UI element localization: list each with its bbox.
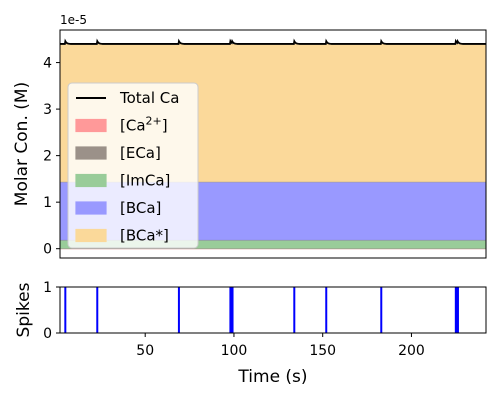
legend-swatch [76,120,106,132]
bottom-plot-frame [60,287,486,333]
bottom-y-tick-label: 1 [43,280,52,296]
legend-label-total-ca: Total Ca [119,89,179,107]
legend: Total Ca[Ca2+][ECa][ImCa][BCa][BCa*] [68,83,198,248]
area-layer-2 [60,249,486,250]
total-ca-series [60,41,486,44]
top-y-ticks: 0 1 2 3 4 [43,56,60,258]
top-y-tick-label: 2 [43,149,52,165]
top-y-tick-label: 4 [43,56,52,72]
x-tick-label: 100 [221,343,248,359]
bottom-panel: 01 50 100 150 200 Spikes Time (s) [14,280,486,387]
legend-label: [BCa] [120,199,161,217]
top-y-tick-label: 3 [43,102,52,118]
legend-label: [ECa] [120,144,161,162]
legend-label: [ImCa] [120,172,170,190]
legend-swatch [76,230,106,242]
top-y-axis-label: Molar Con. (M) [12,82,32,206]
legend-label: [BCa*] [120,227,169,245]
total-ca-line [60,41,486,44]
bottom-y-ticks: 01 [43,280,60,342]
top-y-tick-label: 1 [43,195,52,211]
legend-swatch [76,202,106,214]
x-tick-label: 200 [398,343,425,359]
spike-raster [65,287,458,333]
legend-box [68,83,198,248]
bottom-y-tick-label: 0 [43,326,52,342]
legend-swatch [76,147,106,159]
x-tick-label: 150 [309,343,336,359]
x-axis-label: Time (s) [237,367,307,387]
y-offset-label: 1e-5 [60,13,87,27]
bottom-y-axis-label: Spikes [14,282,34,337]
bottom-x-ticks: 50 100 150 200 [136,333,425,359]
x-tick-label: 50 [136,343,154,359]
legend-swatch [76,175,106,187]
top-y-tick-label: 0 [43,242,52,258]
